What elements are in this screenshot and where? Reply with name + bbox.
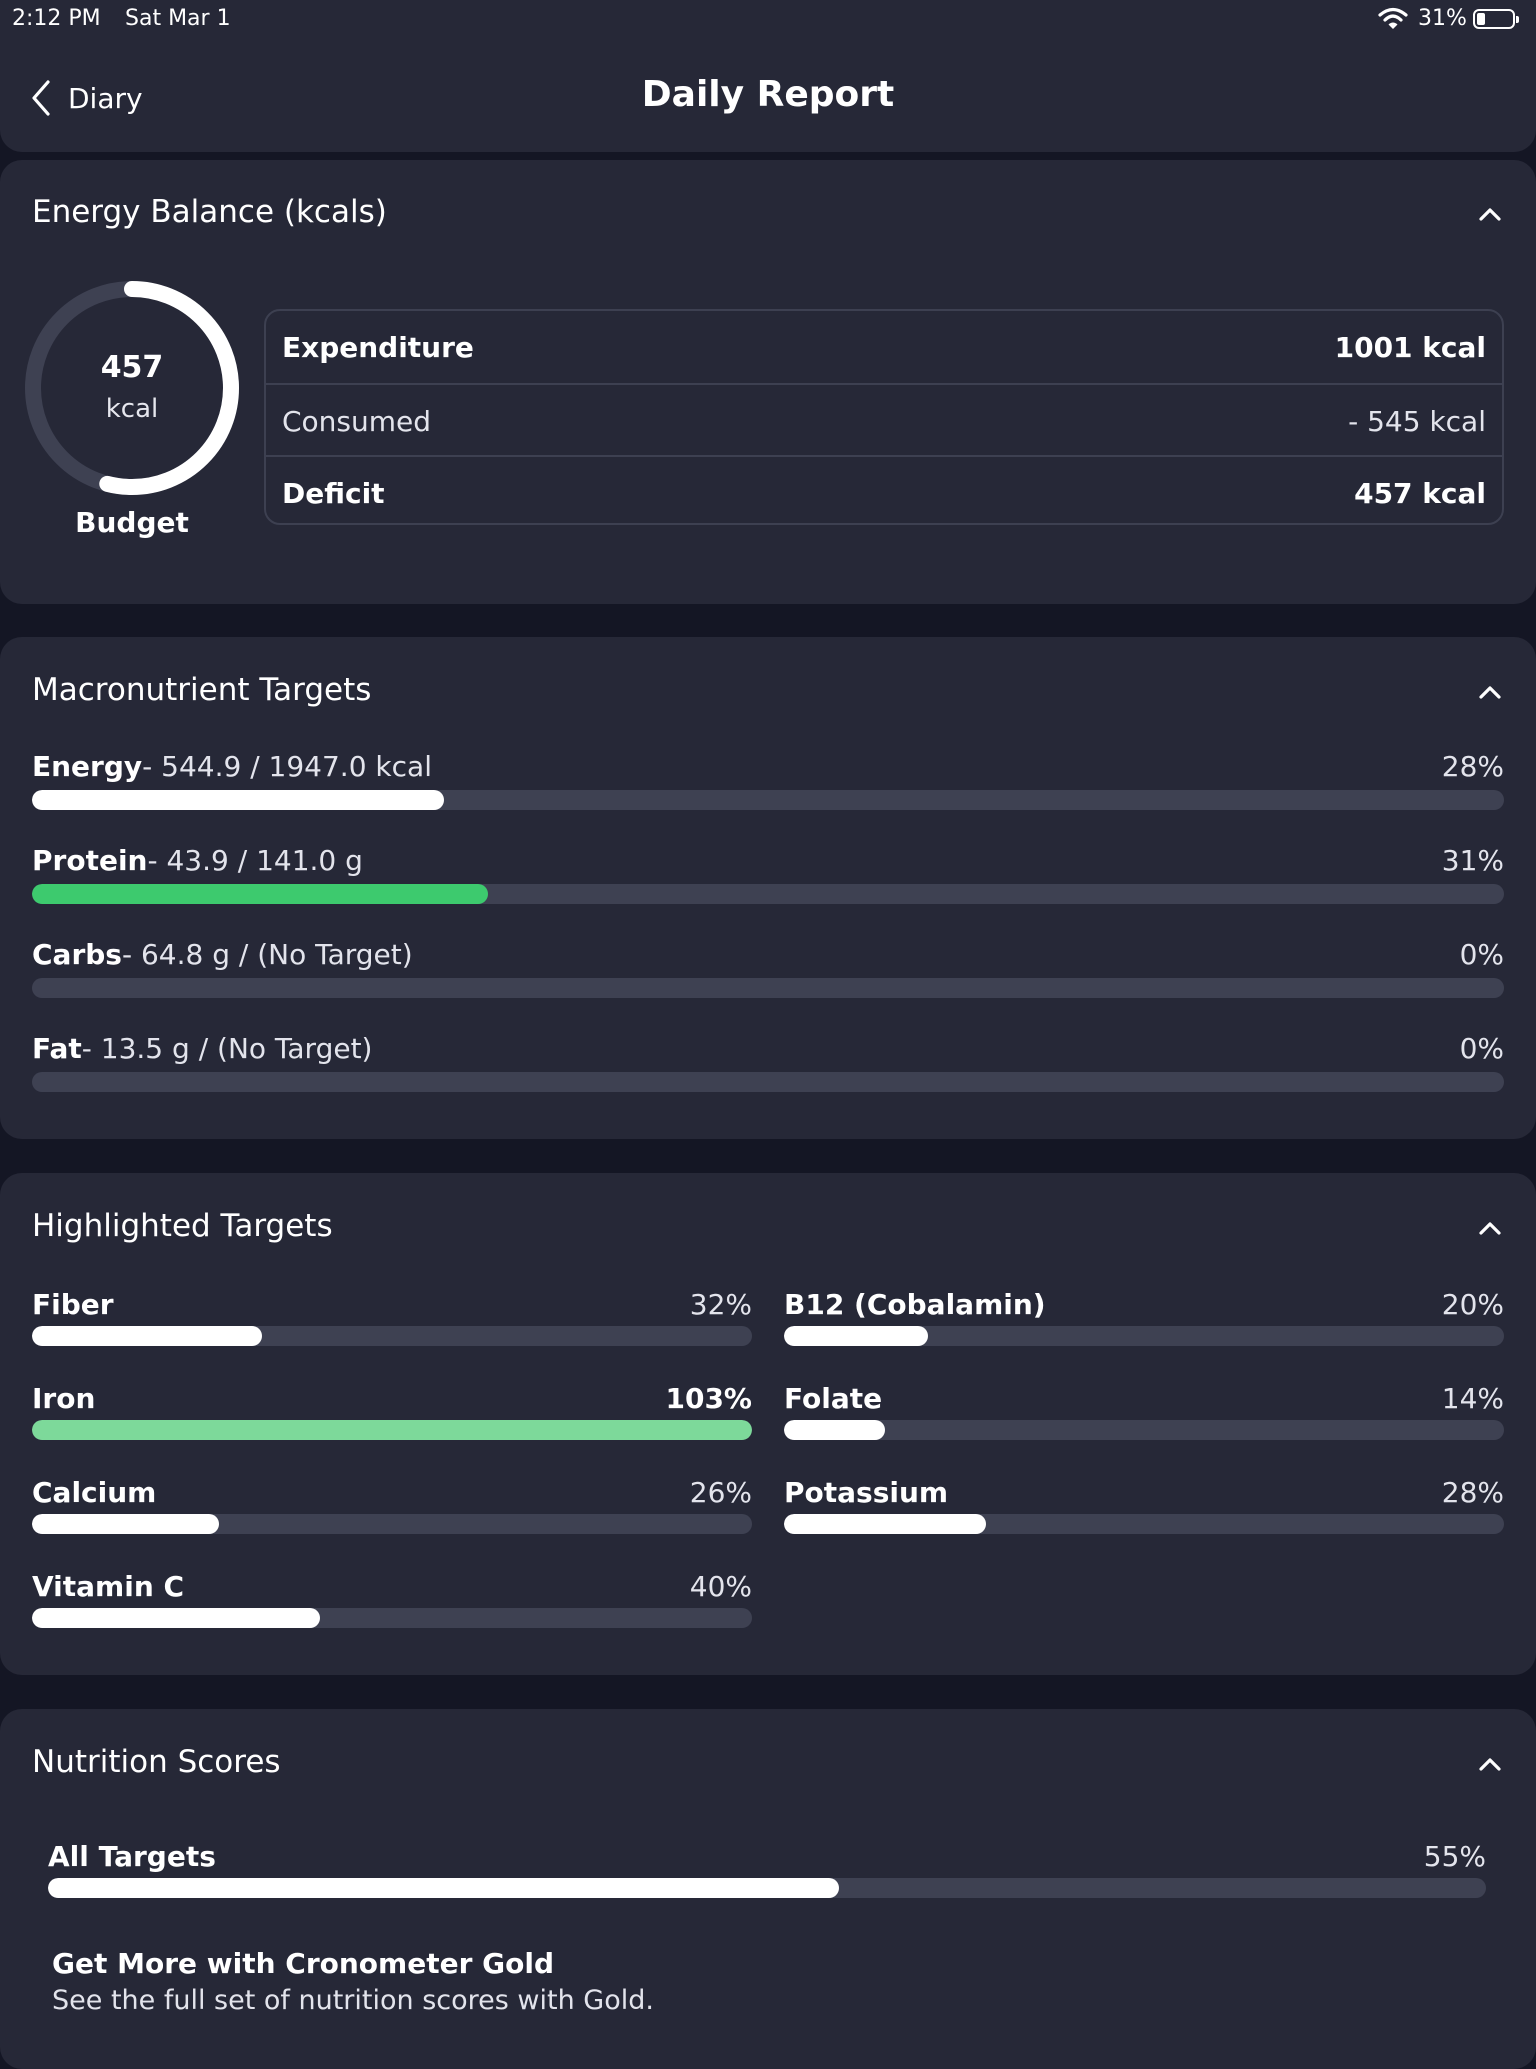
target-percent: 103% [665, 1382, 752, 1415]
target-row-vitamin-c[interactable]: Vitamin C 40% [32, 1570, 752, 1630]
macro-percent: 0% [1459, 938, 1504, 971]
progress-track [784, 1326, 1504, 1346]
macro-detail: - 13.5 g / (No Target) [81, 1032, 373, 1065]
progress-track [32, 1514, 752, 1534]
deficit-row: Deficit 457 kcal [266, 455, 1502, 529]
nutrition-scores-title: Nutrition Scores [32, 1744, 281, 1780]
budget-unit: kcal [105, 394, 159, 424]
progress-track [32, 1420, 752, 1440]
progress-track [784, 1514, 1504, 1534]
score-row-all-targets[interactable]: All Targets 55% [48, 1840, 1486, 1900]
macro-percent: 28% [1441, 750, 1504, 783]
progress-track [32, 790, 1504, 810]
target-percent: 40% [689, 1570, 752, 1603]
target-row-b12[interactable]: B12 (Cobalamin) 20% [784, 1288, 1504, 1348]
energy-balance-card [0, 160, 1536, 604]
target-percent: 32% [689, 1288, 752, 1321]
expenditure-label: Expenditure [282, 331, 474, 364]
progress-track [32, 884, 1504, 904]
target-name: Fiber [32, 1288, 114, 1321]
progress-fill [32, 790, 445, 810]
target-name: Vitamin C [32, 1570, 185, 1603]
battery-icon [1473, 9, 1519, 29]
target-name: Potassium [784, 1476, 949, 1509]
macro-percent: 0% [1459, 1032, 1504, 1065]
macronutrient-title: Macronutrient Targets [32, 672, 372, 708]
gold-upsell-title[interactable]: Get More with Cronometer Gold [52, 1947, 555, 1980]
progress-track [784, 1420, 1504, 1440]
progress-fill [784, 1420, 885, 1440]
battery-percent: 31% [1418, 6, 1467, 31]
macro-row-energy[interactable]: Energy- 544.9 / 1947.0 kcal 28% [32, 750, 1504, 810]
macro-name: Protein [32, 844, 148, 877]
macro-name: Fat [32, 1032, 82, 1065]
page-title: Daily Report [641, 74, 895, 115]
expenditure-value: 1001 kcal [1334, 331, 1486, 364]
budget-ring [25, 281, 239, 495]
target-row-iron[interactable]: Iron 103% [32, 1382, 752, 1442]
target-name: Iron [32, 1382, 96, 1415]
expenditure-row: Expenditure 1001 kcal [266, 311, 1502, 383]
chevron-up-icon[interactable] [1472, 1746, 1508, 1782]
macro-detail: - 43.9 / 141.0 g [147, 844, 363, 877]
energy-balance-table: Expenditure 1001 kcal Consumed - 545 kca… [264, 309, 1504, 525]
energy-balance-title: Energy Balance (kcals) [32, 194, 387, 230]
macro-name: Carbs [32, 938, 122, 971]
progress-fill [32, 1326, 263, 1346]
target-percent: 26% [689, 1476, 752, 1509]
macro-detail: - 544.9 / 1947.0 kcal [142, 750, 432, 783]
progress-fill [48, 1878, 839, 1898]
deficit-label: Deficit [282, 477, 385, 510]
progress-fill [784, 1514, 986, 1534]
target-row-potassium[interactable]: Potassium 28% [784, 1476, 1504, 1536]
chevron-up-icon[interactable] [1472, 196, 1508, 232]
progress-track [48, 1878, 1486, 1898]
status-date: Sat Mar 1 [125, 6, 231, 31]
navigation-bar: Diary Daily Report [0, 40, 1536, 152]
macro-row-carbs[interactable]: Carbs- 64.8 g / (No Target) 0% [32, 938, 1504, 998]
progress-track [32, 1326, 752, 1346]
score-percent: 55% [1423, 1840, 1486, 1873]
macro-name: Energy [32, 750, 143, 783]
highlighted-targets-title: Highlighted Targets [32, 1208, 333, 1244]
target-percent: 28% [1441, 1476, 1504, 1509]
consumed-row: Consumed - 545 kcal [266, 383, 1502, 457]
macro-row-fat[interactable]: Fat- 13.5 g / (No Target) 0% [32, 1032, 1504, 1092]
target-row-calcium[interactable]: Calcium 26% [32, 1476, 752, 1536]
back-label: Diary [68, 82, 143, 115]
progress-fill [32, 1514, 220, 1534]
target-name: Folate [784, 1382, 883, 1415]
score-name: All Targets [48, 1840, 216, 1873]
target-name: Calcium [32, 1476, 157, 1509]
target-row-fiber[interactable]: Fiber 32% [32, 1288, 752, 1348]
progress-track [32, 1072, 1504, 1092]
progress-fill [784, 1326, 928, 1346]
consumed-label: Consumed [282, 405, 432, 438]
progress-fill [32, 1420, 752, 1440]
chevron-up-icon[interactable] [1472, 1210, 1508, 1246]
progress-track [32, 978, 1504, 998]
gold-upsell-subtitle: See the full set of nutrition scores wit… [52, 1985, 654, 2016]
wifi-icon [1378, 7, 1408, 29]
chevron-up-icon[interactable] [1472, 674, 1508, 710]
budget-label: Budget [75, 506, 189, 539]
progress-fill [32, 884, 489, 904]
status-bar: 2:12 PM Sat Mar 1 31% [0, 0, 1536, 40]
macro-row-protein[interactable]: Protein- 43.9 / 141.0 g 31% [32, 844, 1504, 904]
target-row-folate[interactable]: Folate 14% [784, 1382, 1504, 1442]
macro-detail: - 64.8 g / (No Target) [121, 938, 413, 971]
consumed-value: - 545 kcal [1348, 405, 1486, 438]
progress-fill [32, 1608, 320, 1628]
chevron-left-icon [32, 80, 50, 116]
progress-track [32, 1608, 752, 1628]
status-time: 2:12 PM [12, 6, 101, 31]
target-percent: 14% [1441, 1382, 1504, 1415]
target-name: B12 (Cobalamin) [784, 1288, 1046, 1321]
budget-value: 457 [100, 350, 164, 385]
deficit-value: 457 kcal [1354, 477, 1486, 510]
target-percent: 20% [1441, 1288, 1504, 1321]
macro-percent: 31% [1441, 844, 1504, 877]
